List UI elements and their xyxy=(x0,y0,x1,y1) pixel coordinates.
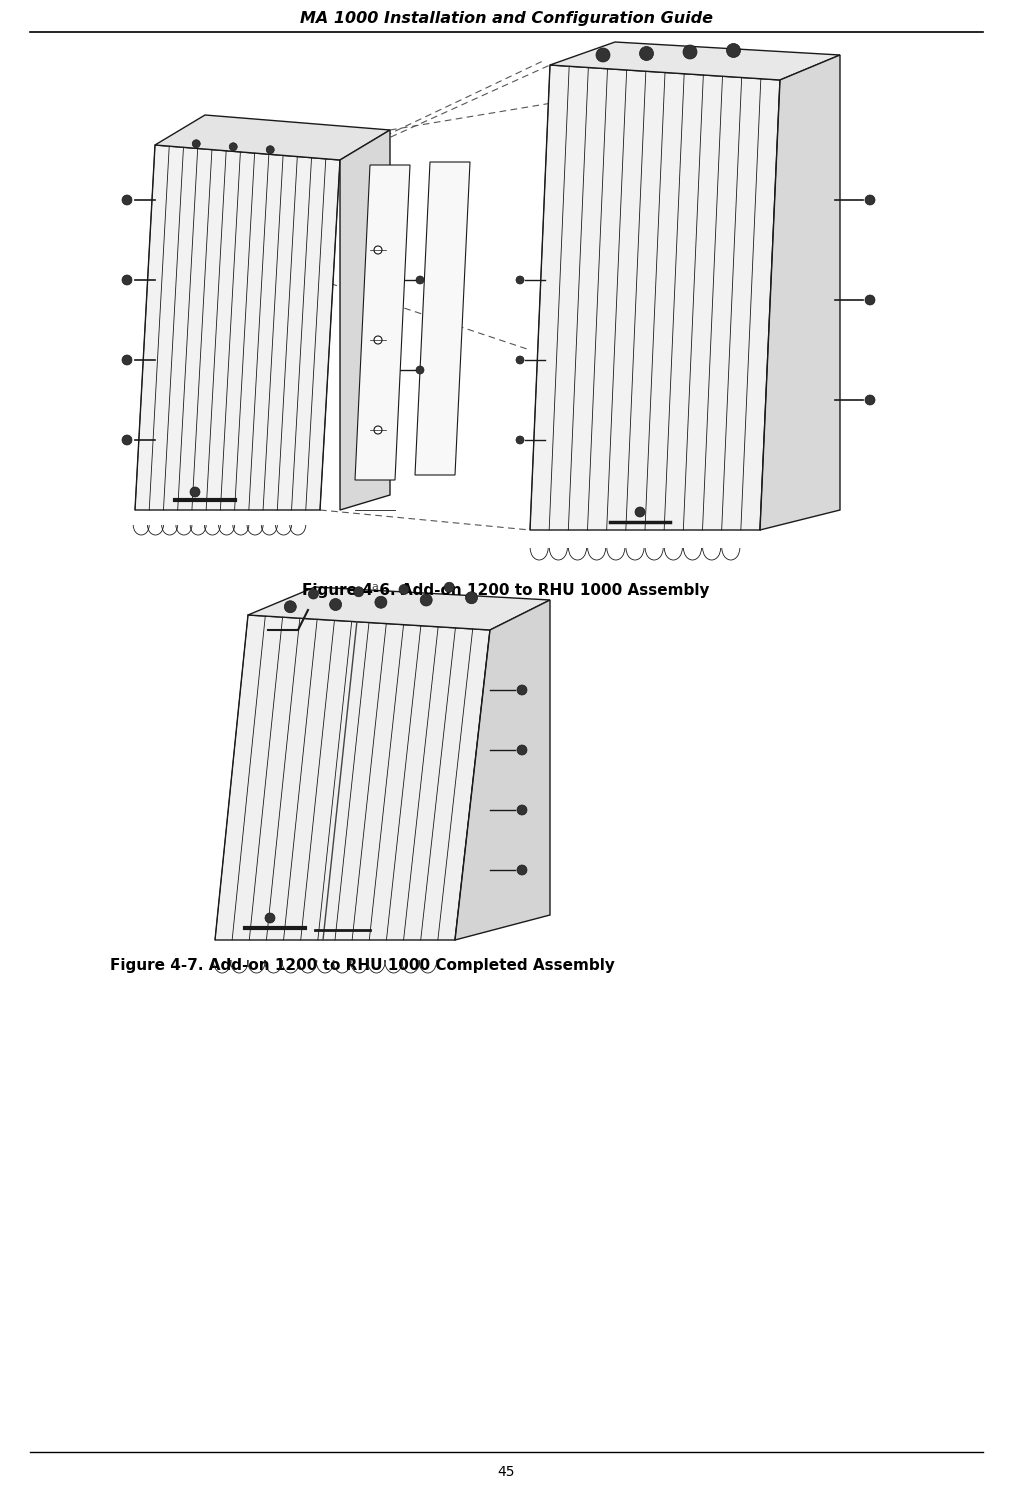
Circle shape xyxy=(399,584,409,595)
Polygon shape xyxy=(340,130,390,510)
Polygon shape xyxy=(155,115,390,159)
Circle shape xyxy=(265,913,275,922)
Circle shape xyxy=(445,583,454,592)
Circle shape xyxy=(266,146,275,153)
Circle shape xyxy=(192,140,201,148)
Circle shape xyxy=(596,48,610,63)
Circle shape xyxy=(229,143,237,150)
Polygon shape xyxy=(415,162,470,475)
Circle shape xyxy=(865,295,875,305)
Polygon shape xyxy=(760,55,840,530)
Circle shape xyxy=(122,435,132,446)
Circle shape xyxy=(375,596,387,608)
Circle shape xyxy=(354,587,364,597)
Circle shape xyxy=(122,276,132,285)
Text: 45: 45 xyxy=(497,1465,515,1480)
Circle shape xyxy=(865,395,875,405)
Circle shape xyxy=(122,355,132,365)
Text: Figure 4-7. Add-on 1200 to RHU 1000 Completed Assembly: Figure 4-7. Add-on 1200 to RHU 1000 Comp… xyxy=(110,958,615,973)
Text: MA 1000 Installation and Configuration Guide: MA 1000 Installation and Configuration G… xyxy=(300,10,712,25)
Circle shape xyxy=(285,600,296,612)
Polygon shape xyxy=(550,42,840,80)
Circle shape xyxy=(516,437,524,444)
Circle shape xyxy=(416,367,424,374)
Circle shape xyxy=(308,589,318,599)
Circle shape xyxy=(416,276,424,285)
Polygon shape xyxy=(135,145,340,510)
Polygon shape xyxy=(455,600,550,940)
Circle shape xyxy=(516,276,524,285)
Circle shape xyxy=(374,337,382,344)
Circle shape xyxy=(683,45,697,60)
Circle shape xyxy=(517,685,527,694)
Circle shape xyxy=(639,46,653,61)
Polygon shape xyxy=(248,587,550,630)
Circle shape xyxy=(726,43,741,58)
Circle shape xyxy=(517,745,527,755)
Circle shape xyxy=(122,195,132,206)
Text: a: a xyxy=(372,581,378,592)
Circle shape xyxy=(420,595,433,606)
Polygon shape xyxy=(530,66,780,530)
Circle shape xyxy=(374,246,382,253)
Circle shape xyxy=(329,599,341,611)
Polygon shape xyxy=(215,615,490,940)
Circle shape xyxy=(190,487,200,498)
Circle shape xyxy=(517,805,527,815)
Circle shape xyxy=(865,195,875,206)
Polygon shape xyxy=(355,165,410,480)
Circle shape xyxy=(374,426,382,434)
Circle shape xyxy=(516,356,524,364)
Text: Figure 4-6. Add-on 1200 to RHU 1000 Assembly: Figure 4-6. Add-on 1200 to RHU 1000 Asse… xyxy=(302,583,710,597)
Circle shape xyxy=(517,866,527,875)
Circle shape xyxy=(466,592,477,603)
Circle shape xyxy=(635,507,645,517)
